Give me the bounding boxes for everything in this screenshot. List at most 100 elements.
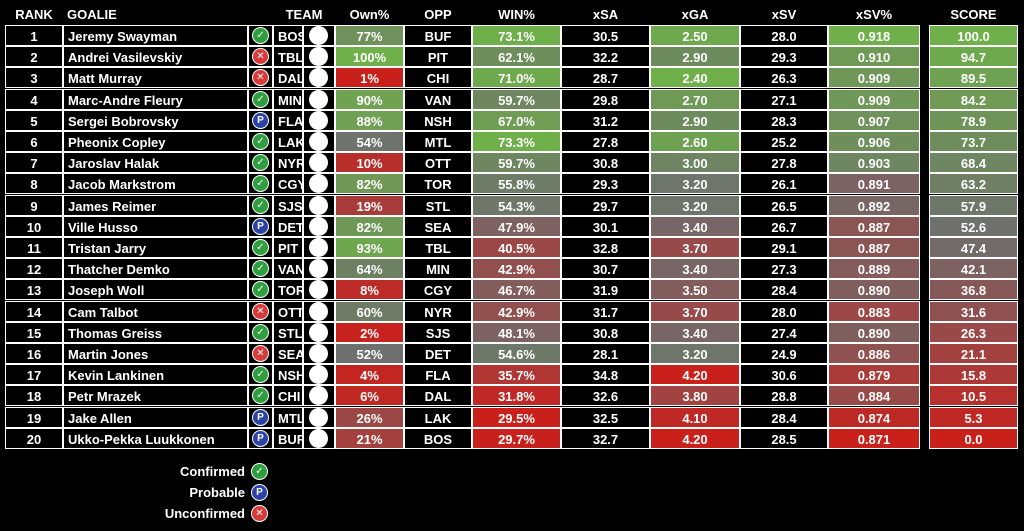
cell-own: 82%: [335, 215, 404, 237]
cell-xsv: 28.4: [740, 406, 828, 428]
header-own: Own%: [335, 4, 404, 25]
cell-opp: NSH: [404, 109, 472, 131]
cell-own: 21%: [335, 427, 404, 449]
cell-own: 60%: [335, 300, 404, 322]
cell-own: 90%: [335, 88, 404, 110]
cell-score: 84.2: [929, 88, 1018, 110]
cell-own: 19%: [335, 194, 404, 216]
team-logo-icon: [309, 259, 328, 279]
cell-score: 63.2: [929, 173, 1018, 195]
cell-xsa: 31.7: [561, 300, 650, 322]
cell-goalie: Jeremy Swayman: [63, 25, 248, 46]
cell-score: 57.9: [929, 194, 1018, 216]
team-logo-icon: [309, 428, 328, 448]
header-xsvp: xSV%: [828, 4, 920, 25]
cell-team: BUF: [273, 427, 303, 449]
cell-score: 42.1: [929, 258, 1018, 280]
cell-xsvp: 0.887: [828, 237, 920, 258]
cell-win: 59.7%: [472, 88, 561, 110]
cell-xsa: 32.6: [561, 385, 650, 407]
cell-team: CGY: [273, 173, 303, 195]
team-logo-icon: [309, 47, 328, 67]
cell-xga: 2.90: [650, 46, 740, 68]
team-logo-icon: [309, 322, 328, 342]
cell-win: 31.8%: [472, 385, 561, 407]
header-team: TEAM: [273, 4, 335, 25]
cell-xsvp: 0.890: [828, 321, 920, 343]
cell-rank: 6: [5, 131, 63, 152]
team-logo-icon: [309, 216, 328, 236]
cell-score: 100.0: [929, 25, 1018, 46]
cell-opp: FLA: [404, 364, 472, 386]
cell-xga: 2.90: [650, 109, 740, 131]
cell-xga: 3.70: [650, 237, 740, 258]
cell-xsv: 28.3: [740, 109, 828, 131]
cell-goalie: Jacob Markstrom: [63, 173, 248, 195]
cell-opp: BUF: [404, 25, 472, 46]
team-logo-icon: [309, 238, 328, 257]
cell-xsv: 29.1: [740, 237, 828, 258]
cell-xsa: 32.8: [561, 237, 650, 258]
cell-win: 35.7%: [472, 364, 561, 386]
cell-own: 26%: [335, 406, 404, 428]
cell-xsvp: 0.879: [828, 364, 920, 386]
cell-xsv: 27.8: [740, 152, 828, 174]
team-logo-icon: [309, 110, 328, 130]
cell-opp: OTT: [404, 152, 472, 174]
cell-team: TOR: [273, 279, 303, 301]
check-icon: ✓: [252, 133, 269, 150]
cell-opp: STL: [404, 194, 472, 216]
cell-team: FLA: [273, 109, 303, 131]
cell-win: 29.7%: [472, 427, 561, 449]
cell-xsvp: 0.892: [828, 194, 920, 216]
cell-xsvp: 0.909: [828, 67, 920, 89]
cell-own: 2%: [335, 321, 404, 343]
header-opp: OPP: [404, 4, 472, 25]
cell-xsv: 29.3: [740, 46, 828, 68]
probable-icon: P: [252, 429, 269, 447]
cell-xsvp: 0.887: [828, 215, 920, 237]
cell-rank: 19: [5, 406, 63, 428]
cell-rank: 8: [5, 173, 63, 195]
cell-goalie: Thatcher Demko: [63, 258, 248, 280]
cell-goalie: Thomas Greiss: [63, 321, 248, 343]
cell-win: 73.1%: [472, 25, 561, 46]
cell-rank: 1: [5, 25, 63, 46]
cell-score: 26.3: [929, 321, 1018, 343]
cell-xsv: 26.5: [740, 194, 828, 216]
cell-xsv: 27.3: [740, 258, 828, 280]
cell-xsv: 26.1: [740, 173, 828, 195]
cell-xsvp: 0.884: [828, 385, 920, 407]
cell-xga: 3.70: [650, 300, 740, 322]
cell-win: 54.3%: [472, 194, 561, 216]
cell-xsvp: 0.874: [828, 406, 920, 428]
check-icon: ✓: [252, 90, 269, 108]
team-logo-icon: [309, 407, 328, 427]
check-icon: ✓: [252, 323, 269, 341]
cell-score: 52.6: [929, 215, 1018, 237]
cell-xsa: 30.8: [561, 321, 650, 343]
cell-own: 88%: [335, 109, 404, 131]
team-logo-icon: [309, 195, 328, 215]
cell-goalie: Jaroslav Halak: [63, 152, 248, 174]
cell-opp: LAK: [404, 406, 472, 428]
cell-xga: 4.20: [650, 427, 740, 449]
cell-xsa: 31.2: [561, 109, 650, 131]
header-win: WIN%: [472, 4, 561, 25]
cell-score: 10.5: [929, 385, 1018, 407]
team-logo-icon: [309, 344, 328, 363]
cell-win: 67.0%: [472, 109, 561, 131]
cell-xsvp: 0.909: [828, 88, 920, 110]
cell-score: 68.4: [929, 152, 1018, 174]
cell-xga: 2.40: [650, 67, 740, 89]
x-icon: ✕: [252, 302, 269, 320]
team-logo-icon: [309, 301, 328, 321]
cell-goalie: Cam Talbot: [63, 300, 248, 322]
x-icon: ✕: [252, 48, 269, 66]
cell-rank: 16: [5, 343, 63, 364]
team-logo-icon: [309, 174, 328, 194]
legend-label-confirmed: Confirmed: [180, 464, 245, 479]
check-icon: ✓: [252, 260, 269, 278]
legend-check-icon: ✓: [251, 463, 268, 480]
cell-own: 82%: [335, 173, 404, 195]
